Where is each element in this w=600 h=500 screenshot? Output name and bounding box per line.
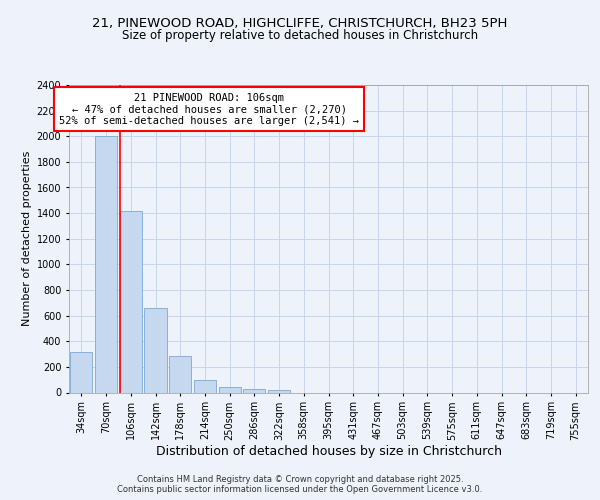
Bar	[145, 308, 167, 392]
Bar	[218, 386, 241, 392]
Bar	[243, 388, 265, 392]
Text: Size of property relative to detached houses in Christchurch: Size of property relative to detached ho…	[122, 29, 478, 42]
Text: 21 PINEWOOD ROAD: 106sqm
← 47% of detached houses are smaller (2,270)
52% of sem: 21 PINEWOOD ROAD: 106sqm ← 47% of detach…	[59, 92, 359, 126]
Bar	[268, 390, 290, 392]
Text: Contains HM Land Registry data © Crown copyright and database right 2025.
Contai: Contains HM Land Registry data © Crown c…	[118, 474, 482, 494]
Bar	[194, 380, 216, 392]
Text: 21, PINEWOOD ROAD, HIGHCLIFFE, CHRISTCHURCH, BH23 5PH: 21, PINEWOOD ROAD, HIGHCLIFFE, CHRISTCHU…	[92, 18, 508, 30]
Y-axis label: Number of detached properties: Number of detached properties	[22, 151, 32, 326]
Bar	[119, 210, 142, 392]
Bar	[70, 352, 92, 393]
X-axis label: Distribution of detached houses by size in Christchurch: Distribution of detached houses by size …	[155, 445, 502, 458]
Bar	[95, 136, 117, 392]
Bar	[169, 356, 191, 393]
